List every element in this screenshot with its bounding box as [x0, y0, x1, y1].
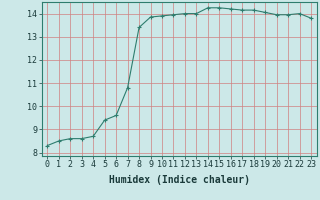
- X-axis label: Humidex (Indice chaleur): Humidex (Indice chaleur): [109, 175, 250, 185]
